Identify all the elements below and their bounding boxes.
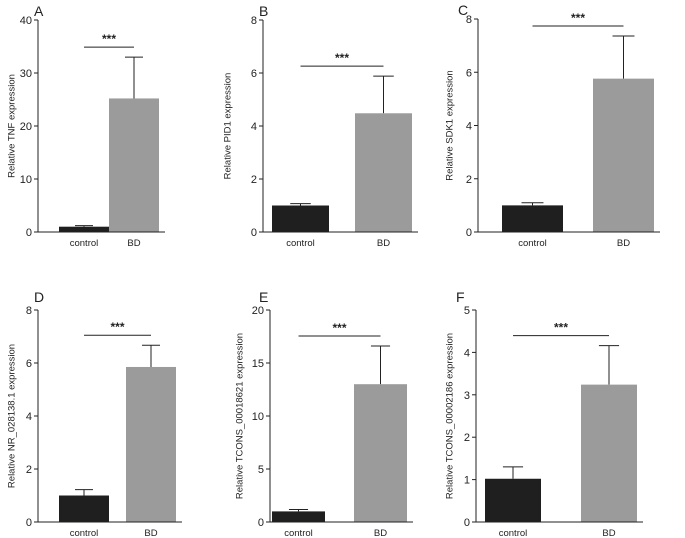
panel-e-control-bar	[272, 511, 325, 522]
panel-f-y-tick-label: 5	[464, 305, 470, 317]
panel-e-y-tick-label: 20	[252, 305, 264, 317]
panel-d-bd-x-label: BD	[144, 528, 157, 538]
panel-f-y-axis-label: Relative TCONS_00002186 expression	[444, 333, 455, 499]
panel-b-y-tick-label: 2	[251, 174, 257, 186]
panel-a-significance-label: ***	[102, 32, 116, 46]
panel-f-y-tick-label: 0	[464, 517, 470, 529]
panel-c-control-x-label: control	[518, 238, 547, 249]
panel-a-control-bar	[59, 226, 109, 232]
panel-d-y-axis-label: Relative NR_028138.1 expression	[6, 344, 17, 488]
panel-a-y-tick-label: 0	[26, 227, 32, 239]
panel-b-y-tick-label: 0	[251, 227, 257, 239]
panel-e-bd-bar	[354, 384, 407, 522]
panel-f-control-x-label: control	[499, 528, 528, 538]
panel-c-bd-x-label: BD	[617, 238, 630, 249]
panel-d-control-bar	[59, 495, 109, 522]
panel-f-y-tick-label: 1	[464, 475, 470, 487]
panel-c-letter: C	[458, 2, 468, 18]
panel-b-control-bar	[272, 205, 329, 232]
panel-f-y-tick-label: 4	[464, 347, 470, 359]
panel-c-y-tick-label: 2	[466, 174, 472, 186]
panel-f-control-bar	[485, 478, 541, 522]
panel-d-y-tick-label: 8	[26, 305, 32, 317]
panel-f-bd-bar	[581, 384, 637, 522]
panel-a-y-axis-label: Relative TNF expression	[6, 74, 17, 178]
panel-f-y-tick-label: 3	[464, 390, 470, 402]
panel-a-control-x-label: control	[70, 238, 99, 249]
panel-b-significance-label: ***	[335, 51, 349, 65]
panel-c-y-tick-label: 6	[466, 67, 472, 79]
panel-e-control-x-label: control	[284, 528, 313, 538]
panel-c-control-bar	[502, 205, 563, 232]
panel-b-y-tick-label: 8	[251, 15, 257, 27]
panel-f-significance-label: ***	[554, 321, 568, 335]
panel-d-significance-label: ***	[110, 320, 124, 334]
panel-b-y-tick-label: 4	[251, 121, 257, 133]
panel-d-control-x-label: control	[70, 528, 99, 538]
panel-f-letter: F	[456, 289, 465, 305]
panel-e-y-axis-label: Relative TCONS_00018621 expression	[234, 333, 245, 499]
panel-a-bd-bar	[109, 98, 159, 232]
panel-b-control-x-label: control	[286, 238, 315, 249]
panel-c-y-tick-label: 4	[466, 121, 472, 133]
panel-c-y-axis-label: Relative SDK1 expression	[444, 70, 455, 180]
panel-b-bd-x-label: BD	[377, 238, 390, 249]
panel-d-y-tick-label: 6	[26, 358, 32, 370]
panel-a-letter: A	[34, 3, 44, 19]
panel-e-y-tick-label: 0	[258, 517, 264, 529]
panel-d-y-tick-label: 4	[26, 411, 32, 423]
panel-e-letter: E	[259, 289, 268, 305]
panel-c-y-tick-label: 8	[466, 14, 472, 26]
panel-d-y-tick-label: 2	[26, 464, 32, 476]
panel-e-significance-label: ***	[332, 321, 346, 335]
panel-e-y-tick-label: 5	[258, 464, 264, 476]
panel-a-y-tick-label: 20	[20, 121, 32, 133]
panel-b-letter: B	[259, 3, 268, 19]
panel-d-bd-bar	[126, 366, 176, 522]
panel-b-bd-bar	[355, 113, 412, 232]
panel-a-y-tick-label: 40	[20, 15, 32, 27]
panel-a-y-tick-label: 10	[20, 174, 32, 186]
panel-e-bd-x-label: BD	[374, 528, 387, 538]
panel-f-y-tick-label: 2	[464, 432, 470, 444]
panel-a-y-tick-label: 30	[20, 68, 32, 80]
panel-c-bd-bar	[593, 78, 654, 232]
panel-e-y-tick-label: 10	[252, 411, 264, 423]
panel-c-significance-label: ***	[571, 11, 585, 25]
panel-b-y-axis-label: Relative PID1 expression	[222, 73, 233, 180]
panel-d-letter: D	[34, 289, 44, 305]
panel-d-y-tick-label: 0	[26, 517, 32, 529]
panel-e-y-tick-label: 15	[252, 358, 264, 370]
panel-f-bd-x-label: BD	[602, 528, 615, 538]
panel-a-bd-x-label: BD	[127, 238, 140, 249]
panel-b-y-tick-label: 6	[251, 68, 257, 80]
panel-c-y-tick-label: 0	[466, 227, 472, 239]
